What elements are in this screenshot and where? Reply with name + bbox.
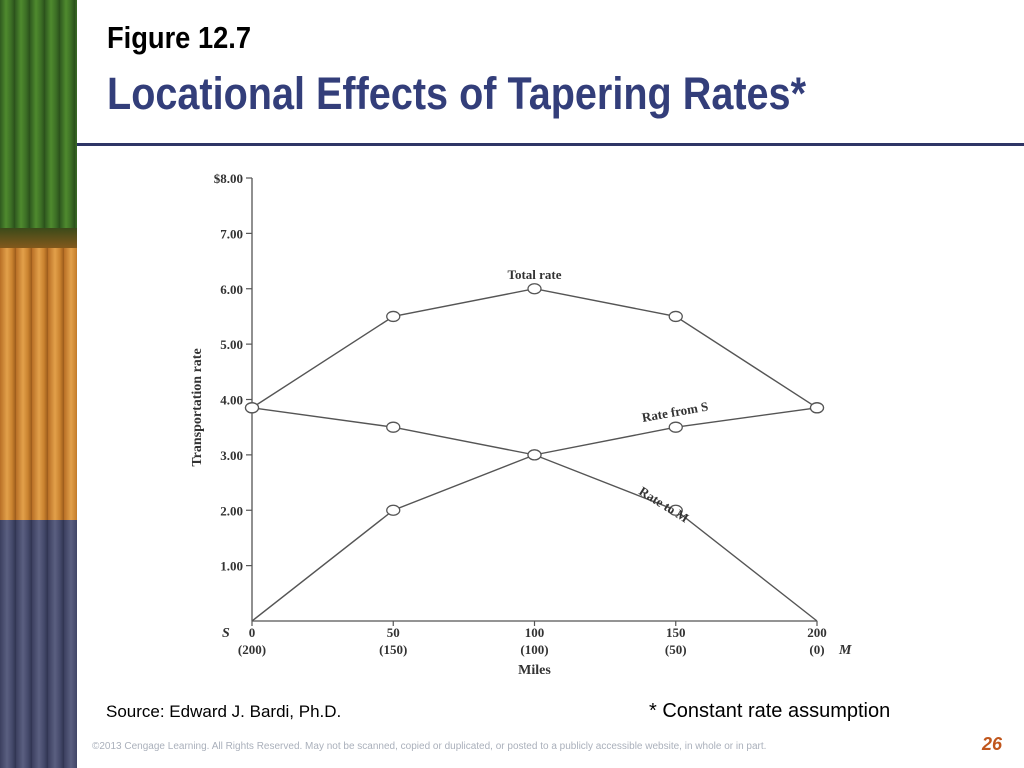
x-axis-title: Miles	[518, 663, 551, 678]
data-point-total-rate	[386, 310, 401, 323]
x-end-label-m: M	[838, 643, 852, 658]
x-tick-sublabel: (0)	[809, 642, 824, 657]
y-tick-label: $8.00	[214, 171, 243, 186]
y-tick-label: 6.00	[220, 282, 243, 297]
data-point-rate-to-m	[386, 421, 401, 433]
x-end-label-s: S	[222, 626, 230, 641]
tapering-rates-chart: 1.00 2.00 3.00 4.00 5.00 6.00 7.00 $8.00 0 (200) 5…	[190, 171, 852, 678]
x-tick-label: 50	[387, 625, 400, 640]
sidebar-green-stripe	[0, 0, 77, 235]
data-point-rate-from-s	[386, 504, 401, 516]
x-tick-label: 0	[249, 625, 256, 640]
data-point-rate-to-m	[527, 449, 542, 461]
x-tick-sublabel: (100)	[520, 642, 548, 657]
series-label-rate-to-m: Rate to M	[636, 483, 691, 525]
decorative-sidebar	[0, 0, 77, 768]
y-axis-title: Transportation rate	[190, 348, 205, 466]
sidebar-band	[0, 228, 77, 250]
series-line-rate-from-s	[251, 407, 818, 622]
data-point-total-rate	[668, 310, 683, 323]
data-point-rate-from-s	[668, 421, 683, 433]
x-tick-sublabel: (150)	[379, 642, 407, 657]
data-point-rate-from-s	[809, 402, 825, 414]
y-tick-label: 4.00	[220, 393, 243, 408]
page-number: 26	[982, 734, 1003, 754]
data-point-rate-to-m	[244, 402, 260, 414]
title-divider	[77, 143, 1024, 146]
data-point-total-rate	[527, 283, 542, 295]
series-label-rate-from-s: Rate from S	[641, 399, 710, 425]
copyright-notice: ©2013 Cengage Learning. All Rights Reser…	[92, 741, 767, 752]
sidebar-orange-stripe	[0, 248, 77, 523]
slide-title: Locational Effects of Tapering Rates*	[107, 68, 806, 119]
x-tick-label: 150	[666, 625, 686, 640]
x-tick-sublabel: (200)	[238, 642, 266, 657]
data-point-rate-to-m	[668, 504, 683, 516]
footnote: * Constant rate assumption	[649, 700, 891, 722]
y-tick-label: 7.00	[220, 226, 243, 241]
series-line-rate-to-m	[251, 407, 818, 622]
figure-label: Figure 12.7	[107, 20, 252, 55]
y-tick-label: 2.00	[220, 503, 243, 518]
y-tick-label: 1.00	[220, 559, 243, 574]
sidebar-blue-stripe	[0, 520, 77, 768]
series-line-total-rate	[251, 288, 818, 409]
source-citation: Source: Edward J. Bardi, Ph.D.	[106, 702, 342, 721]
x-tick-label: 200	[807, 625, 827, 640]
x-tick-sublabel: (50)	[665, 642, 687, 657]
y-tick-label: 5.00	[220, 337, 243, 352]
y-tick-label: 3.00	[220, 448, 243, 463]
x-tick-label: 100	[525, 625, 545, 640]
series-label-total-rate: Total rate	[507, 267, 561, 282]
